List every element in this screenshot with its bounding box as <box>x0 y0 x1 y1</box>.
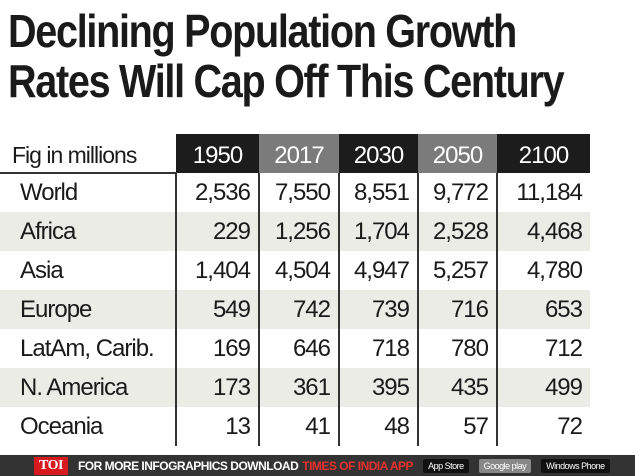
table-cell: 13 <box>175 407 259 446</box>
table-cell: 8,551 <box>338 173 418 212</box>
app-store-badge[interactable]: App Store <box>423 458 469 473</box>
table-row: Asia 1,404 4,504 4,947 5,257 4,780 <box>0 251 590 290</box>
table-cell: 712 <box>496 329 590 368</box>
row-label: Africa <box>0 212 176 251</box>
infographic-title: Declining Population Growth Rates Will C… <box>8 5 565 107</box>
footer-bar: TOI FOR MORE INFOGRAPHICS DOWNLOAD TIMES… <box>0 455 635 476</box>
table-cell: 41 <box>258 407 339 446</box>
table-cell: 4,947 <box>338 251 418 290</box>
row-label: LatAm, Carib. <box>20 334 155 362</box>
title-line-1: Declining Population Growth <box>8 5 517 57</box>
table-cell: 7,550 <box>258 173 339 212</box>
table-cell: 361 <box>258 368 339 407</box>
table-cell: 739 <box>338 290 418 329</box>
table-cell: 4,780 <box>496 251 590 290</box>
row-label: Europe <box>0 290 176 329</box>
footer-text: FOR MORE INFOGRAPHICS DOWNLOAD <box>77 458 299 473</box>
toi-logo: TOI <box>34 456 68 475</box>
table-cell: 72 <box>496 407 590 446</box>
table-cell: 2,528 <box>417 212 497 251</box>
footer-app-link[interactable]: TIMES OF INDIA APP <box>302 458 414 473</box>
table-cell: 435 <box>417 368 497 407</box>
table-row: Africa 229 1,256 1,704 2,528 4,468 <box>0 212 590 251</box>
title-line-2: Rates Will Cap Off This Century <box>8 55 565 107</box>
table-cell: 1,404 <box>175 251 259 290</box>
windows-phone-badge[interactable]: Windows Phone <box>541 458 610 473</box>
column-header-2030: 2030 <box>339 134 418 173</box>
table-cell: 1,256 <box>258 212 339 251</box>
table-cell: 4,468 <box>496 212 590 251</box>
table-cell: 4,504 <box>258 251 339 290</box>
table-cell: 716 <box>417 290 497 329</box>
table-row: N. America 173 361 395 435 499 <box>0 368 590 407</box>
row-label: Asia <box>20 256 64 284</box>
google-play-badge[interactable]: Google play <box>478 458 532 473</box>
table-cell: 48 <box>338 407 418 446</box>
table-cell: 169 <box>175 329 259 368</box>
table-row: World 2,536 7,550 8,551 9,772 11,184 <box>0 173 590 212</box>
table-cell: 653 <box>496 290 590 329</box>
table-cell: 11,184 <box>496 173 590 212</box>
table-cell: 229 <box>175 212 259 251</box>
table-cell: 499 <box>496 368 590 407</box>
table-row: Oceania 13 41 48 57 72 <box>0 407 590 446</box>
table-cell: 646 <box>258 329 339 368</box>
table-cell: 395 <box>338 368 418 407</box>
table-cell: 742 <box>258 290 339 329</box>
table-cell: 780 <box>417 329 497 368</box>
row-label: World <box>20 179 78 206</box>
table-cell: 549 <box>175 290 259 329</box>
column-header-2100: 2100 <box>497 134 590 173</box>
row-label: N. America <box>0 368 176 407</box>
column-header-2050: 2050 <box>418 134 497 173</box>
table-cell: 173 <box>175 368 259 407</box>
row-label: Oceania <box>20 412 103 440</box>
column-header-1950: 1950 <box>176 134 259 173</box>
table-cell: 1,704 <box>338 212 418 251</box>
table-row: LatAm, Carib. 169 646 718 780 712 <box>0 329 590 368</box>
unit-label: Fig in millions <box>0 134 176 174</box>
table-row: Europe 549 742 739 716 653 <box>0 290 590 329</box>
column-header-2017: 2017 <box>259 134 339 173</box>
table-cell: 5,257 <box>417 251 497 290</box>
table-cell: 2,536 <box>175 173 259 212</box>
population-table: Fig in millions 1950 2017 2030 2050 2100 Wor… <box>0 134 590 446</box>
table-cell: 9,772 <box>417 173 497 212</box>
table-cell: 718 <box>338 329 418 368</box>
table-cell: 57 <box>417 407 497 446</box>
